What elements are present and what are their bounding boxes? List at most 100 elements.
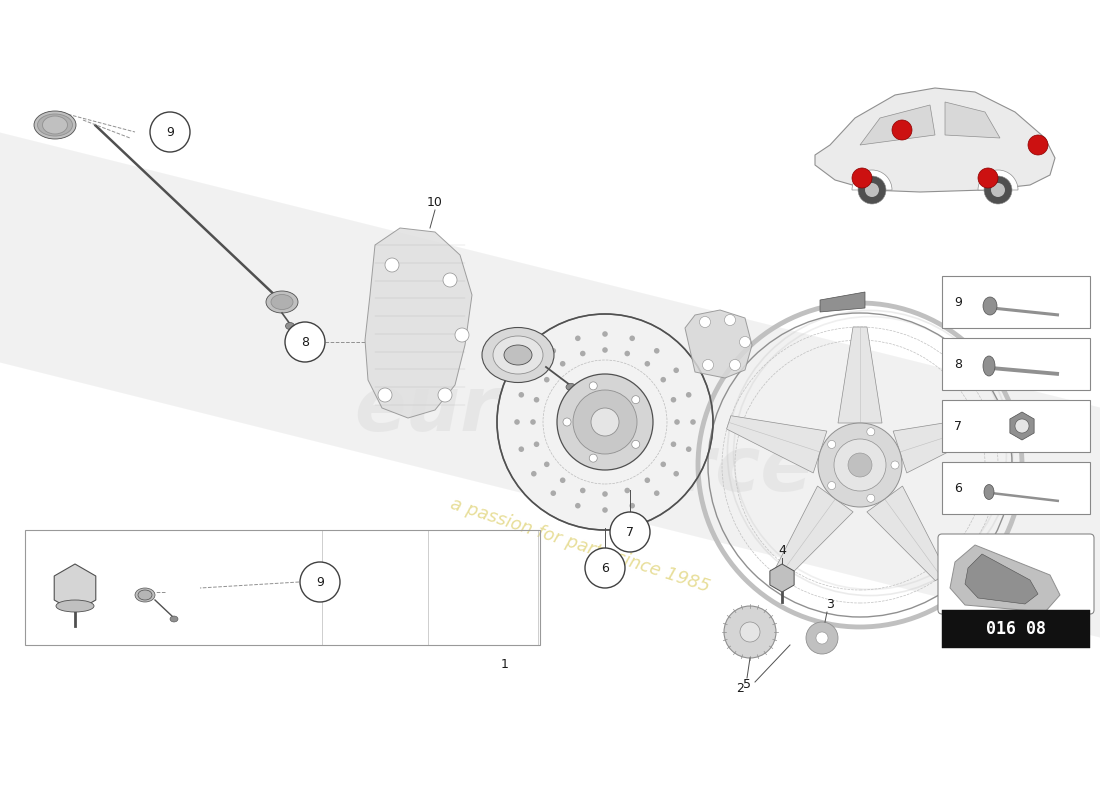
FancyBboxPatch shape [942, 400, 1090, 452]
Circle shape [978, 168, 998, 188]
Text: 8: 8 [954, 358, 962, 370]
Circle shape [653, 490, 660, 496]
Circle shape [729, 359, 740, 370]
Text: 3: 3 [826, 598, 834, 611]
Polygon shape [54, 564, 96, 612]
Polygon shape [945, 102, 1000, 138]
Polygon shape [965, 554, 1038, 604]
Circle shape [534, 397, 539, 402]
Text: 9: 9 [166, 126, 174, 138]
Polygon shape [773, 486, 854, 581]
Wedge shape [852, 170, 892, 190]
Circle shape [531, 367, 537, 373]
Circle shape [739, 337, 750, 347]
Ellipse shape [566, 383, 576, 390]
Text: 9: 9 [316, 575, 323, 589]
Circle shape [827, 482, 836, 490]
Ellipse shape [34, 111, 76, 139]
Circle shape [645, 478, 650, 483]
Circle shape [602, 347, 608, 353]
Circle shape [518, 392, 524, 398]
Circle shape [818, 423, 902, 507]
Polygon shape [950, 545, 1060, 612]
Ellipse shape [983, 297, 997, 315]
Circle shape [150, 112, 190, 152]
Circle shape [575, 335, 581, 341]
Circle shape [740, 622, 760, 642]
Circle shape [1015, 419, 1028, 433]
Ellipse shape [504, 345, 532, 365]
Text: 8: 8 [301, 335, 309, 349]
Circle shape [827, 441, 836, 449]
Text: 2: 2 [736, 682, 744, 694]
Circle shape [724, 606, 776, 658]
Ellipse shape [482, 327, 554, 382]
Circle shape [703, 359, 714, 370]
Text: 6: 6 [954, 482, 961, 494]
Polygon shape [727, 416, 827, 473]
Circle shape [443, 273, 456, 287]
Circle shape [573, 390, 637, 454]
Text: 1: 1 [502, 658, 509, 671]
Circle shape [285, 322, 324, 362]
Ellipse shape [135, 588, 155, 602]
Circle shape [544, 377, 550, 382]
Circle shape [610, 512, 650, 552]
Ellipse shape [37, 114, 73, 136]
Text: 7: 7 [626, 526, 634, 538]
Circle shape [645, 361, 650, 366]
Text: arce: arce [627, 433, 813, 507]
Circle shape [378, 388, 392, 402]
Polygon shape [770, 564, 794, 592]
Polygon shape [815, 88, 1055, 192]
Circle shape [660, 377, 666, 382]
Circle shape [550, 490, 557, 496]
Ellipse shape [56, 600, 94, 612]
Ellipse shape [266, 291, 298, 313]
Circle shape [673, 367, 679, 373]
Circle shape [557, 374, 653, 470]
Circle shape [867, 428, 875, 436]
Circle shape [834, 439, 886, 491]
Circle shape [591, 408, 619, 436]
Circle shape [602, 491, 608, 497]
Circle shape [590, 382, 597, 390]
Circle shape [455, 328, 469, 342]
Circle shape [438, 388, 452, 402]
Circle shape [585, 548, 625, 588]
Circle shape [686, 392, 692, 398]
Polygon shape [365, 228, 472, 418]
Circle shape [560, 361, 565, 366]
Circle shape [674, 419, 680, 425]
Circle shape [852, 168, 872, 188]
Text: 10: 10 [427, 195, 443, 209]
Circle shape [544, 462, 550, 467]
Text: 6: 6 [601, 562, 609, 574]
Circle shape [690, 419, 696, 425]
Circle shape [602, 507, 608, 513]
Polygon shape [0, 120, 1100, 650]
Ellipse shape [138, 590, 152, 600]
Circle shape [892, 120, 912, 140]
Circle shape [629, 503, 635, 509]
Text: 016 08: 016 08 [986, 620, 1046, 638]
Circle shape [575, 503, 581, 509]
Circle shape [590, 454, 597, 462]
Circle shape [700, 317, 711, 327]
FancyBboxPatch shape [942, 610, 1090, 648]
Circle shape [653, 348, 660, 354]
Circle shape [300, 562, 340, 602]
Circle shape [671, 397, 676, 402]
Polygon shape [1010, 412, 1034, 440]
Polygon shape [893, 416, 993, 473]
Circle shape [560, 478, 565, 483]
Circle shape [563, 418, 571, 426]
Circle shape [891, 461, 899, 469]
Polygon shape [685, 310, 752, 378]
Ellipse shape [984, 485, 994, 499]
Text: 5: 5 [742, 678, 751, 691]
Circle shape [686, 446, 692, 452]
Circle shape [518, 446, 524, 452]
FancyBboxPatch shape [938, 534, 1094, 614]
Text: a passion for parts since 1985: a passion for parts since 1985 [448, 494, 712, 595]
